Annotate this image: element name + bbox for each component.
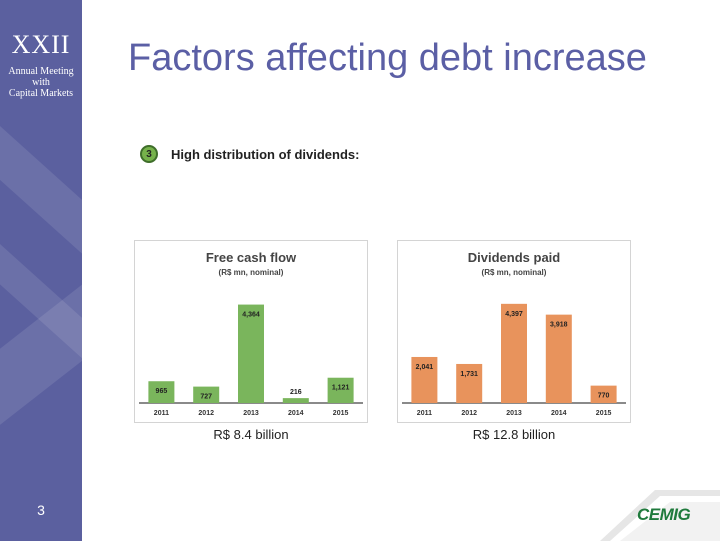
bullet-text: High distribution of dividends:	[171, 146, 360, 162]
x-tick-label: 2012	[198, 410, 214, 417]
data-label: 4,397	[505, 311, 523, 318]
data-label: 965	[156, 388, 168, 395]
free-cash-flow-plot: 965 2011 727 2012 4,364 2013 216 2014 1,121 2015	[139, 304, 363, 417]
x-tick-label: 2012	[461, 410, 477, 417]
sidebar-decor-stripe	[0, 90, 82, 254]
bar-2013	[238, 304, 264, 403]
data-label: 1,121	[332, 385, 350, 392]
chart-title: Dividends paid	[467, 250, 561, 265]
bar-2012	[193, 386, 220, 403]
dividends-paid-chart: Dividends paid (R$ mn, nominal) 2,041 201…	[397, 240, 631, 423]
x-tick-label: 2014	[551, 410, 567, 417]
free-cash-flow-chart: Free cash flow (R$ mn, nominal) 965 2011 7…	[134, 240, 368, 423]
bar-2011	[148, 381, 175, 403]
data-label: 3,918	[550, 322, 568, 329]
bar-2012	[456, 363, 483, 403]
event-subtitle-line: with	[32, 77, 50, 88]
event-subtitle-line: Annual Meeting	[8, 66, 74, 77]
x-tick-label: 2011	[417, 410, 432, 417]
bar-2011	[411, 356, 438, 403]
data-label: 216	[290, 389, 302, 396]
sidebar: XXII Annual Meeting with Capital Markets…	[0, 0, 82, 541]
x-tick-label: 2014	[288, 410, 304, 417]
footer-decoration	[600, 490, 720, 541]
bar-2014	[545, 314, 572, 403]
chart-subtitle: (R$ mn, nominal)	[481, 268, 547, 277]
bar-2014	[282, 398, 309, 403]
x-tick-label: 2013	[243, 410, 259, 417]
data-label: 727	[200, 394, 212, 401]
x-tick-label: 2015	[596, 410, 612, 417]
page-title: Factors affecting debt increase	[128, 37, 647, 79]
x-tick-label: 2015	[333, 410, 349, 417]
bar-2015	[327, 377, 354, 403]
dividends-paid-total: R$ 12.8 billion	[472, 427, 556, 442]
event-title: XXII	[11, 30, 71, 59]
page-number: 3	[37, 502, 45, 518]
data-label: 4,364	[242, 312, 260, 319]
x-tick-label: 2011	[154, 410, 169, 417]
x-tick-label: 2013	[506, 410, 522, 417]
dividends-paid-plot: 2,041 2011 1,731 2012 4,397 2013 3,918 2014 770 2…	[402, 303, 626, 417]
free-cash-flow-total: R$ 8.4 billion	[213, 427, 289, 442]
data-label: 1,731	[460, 371, 478, 378]
data-label: 2,041	[416, 364, 434, 371]
event-subtitle-line: Capital Markets	[8, 88, 74, 99]
bar-2013	[501, 303, 527, 403]
data-label: 770	[598, 393, 610, 400]
chart-subtitle: (R$ mn, nominal)	[218, 268, 284, 277]
event-subtitle: Annual Meeting with Capital Markets	[0, 66, 82, 99]
bullet-point: 3 High distribution of dividends:	[140, 145, 359, 163]
chart-title: Free cash flow	[205, 250, 297, 265]
bullet-number-badge: 3	[140, 145, 158, 163]
cemig-logo: CEMIG	[637, 505, 691, 524]
bar-2015	[590, 385, 617, 403]
